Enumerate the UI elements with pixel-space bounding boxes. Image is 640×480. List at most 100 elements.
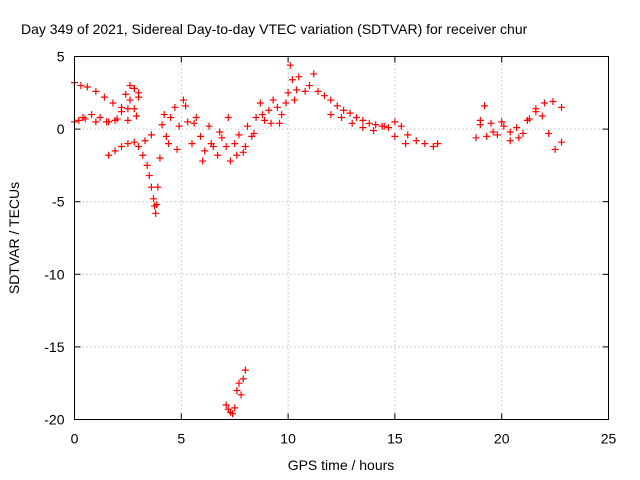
data-point [77, 82, 85, 90]
data-point [340, 106, 348, 114]
data-point [252, 113, 260, 121]
y-tick-labels: 5 0 -5 -10 -15 -20 [44, 49, 64, 428]
data-point [421, 140, 429, 148]
data-point [380, 122, 388, 130]
data-point [286, 61, 294, 69]
chart-title: Day 349 of 2021, Sidereal Day-to-day VTE… [21, 21, 528, 37]
data-point [111, 147, 119, 155]
data-point [79, 113, 87, 121]
data-point [88, 111, 96, 119]
data-point [412, 137, 420, 145]
data-point [338, 113, 345, 121]
data-point [126, 82, 134, 90]
data-point [291, 96, 299, 104]
data-point [150, 195, 158, 203]
data-point [222, 143, 230, 151]
x-tick-label: 0 [71, 431, 79, 447]
data-point [233, 151, 241, 159]
data-point [540, 99, 548, 107]
data-point [92, 118, 100, 126]
x-tick-label: 15 [387, 431, 403, 447]
y-tick-label: 5 [57, 49, 65, 65]
data-point [216, 128, 224, 136]
data-point [558, 103, 566, 111]
data-point [258, 111, 266, 119]
y-tick-label: -10 [44, 266, 64, 282]
data-point [276, 119, 284, 127]
data-point [231, 404, 239, 412]
data-point [162, 132, 170, 140]
data-point [158, 121, 166, 129]
data-point [301, 87, 309, 95]
data-point [273, 103, 281, 111]
data-point [551, 145, 559, 153]
data-point [190, 119, 198, 127]
data-point [256, 99, 264, 107]
data-point [111, 116, 119, 124]
data-point [397, 122, 405, 130]
data-point [145, 172, 153, 180]
data-point [476, 121, 484, 129]
data-point [184, 118, 192, 126]
data-point [493, 131, 501, 139]
data-point [160, 111, 168, 119]
data-point [117, 143, 125, 151]
data-point [147, 131, 155, 139]
x-axis-label: GPS time / hours [288, 457, 395, 473]
data-point [109, 99, 117, 107]
data-point [244, 122, 252, 130]
data-point [224, 113, 232, 121]
data-point [265, 106, 273, 114]
data-point [314, 87, 322, 95]
data-point [135, 143, 143, 151]
data-point [105, 118, 113, 126]
x-tick-label: 20 [494, 431, 510, 447]
data-point [141, 137, 149, 145]
data-point [532, 108, 540, 116]
data-point [305, 82, 313, 90]
data-point [346, 109, 354, 117]
data-point [167, 113, 175, 121]
data-point [179, 96, 187, 104]
data-point [359, 116, 367, 124]
data-point [229, 410, 237, 418]
data-point [391, 132, 399, 140]
data-point [489, 128, 497, 136]
data-point [239, 148, 247, 156]
data-point [500, 122, 508, 130]
data-point [218, 134, 226, 142]
y-tick-label: -15 [44, 339, 64, 355]
data-point [122, 90, 130, 98]
data-point [506, 128, 514, 136]
data-point [352, 113, 360, 121]
data-point [233, 386, 241, 394]
data-point [549, 98, 557, 106]
data-point [152, 209, 160, 217]
data-point [147, 183, 155, 191]
data-point [237, 391, 245, 399]
data-point [288, 76, 296, 84]
data-point [250, 129, 258, 137]
data-point [429, 143, 437, 151]
data-point [205, 122, 213, 130]
data-point [124, 116, 132, 124]
data-point [320, 92, 328, 100]
data-point [241, 366, 249, 374]
data-point [222, 401, 230, 409]
data-point [391, 118, 399, 126]
y-tick-label: -5 [52, 194, 65, 210]
grid-lines [74, 56, 609, 420]
data-point [293, 86, 301, 94]
data-point [153, 201, 161, 209]
data-point [487, 119, 495, 127]
data-point [359, 124, 367, 132]
x-tick-label: 10 [280, 431, 296, 447]
data-point [434, 140, 442, 148]
x-tick-label: 5 [177, 431, 185, 447]
data-point [519, 129, 527, 137]
data-point [92, 87, 100, 95]
data-points [71, 61, 566, 418]
data-point [75, 116, 83, 124]
data-point [135, 89, 143, 97]
axis-ticks [74, 56, 609, 420]
